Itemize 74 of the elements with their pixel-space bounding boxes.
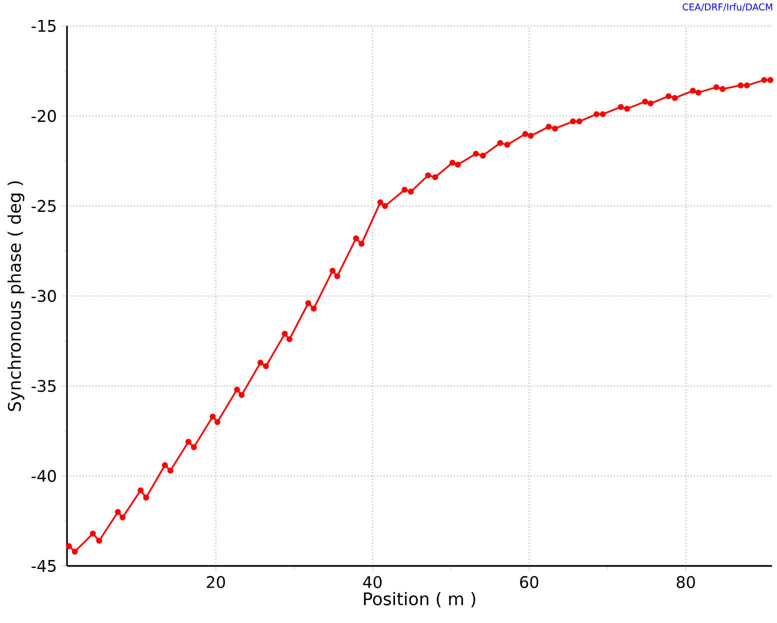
point [143,494,150,501]
point [190,444,197,450]
point [425,172,432,178]
point [238,392,245,398]
point [695,90,702,96]
x-tick-label: 80 [676,576,695,588]
x-tick-label: 40 [363,576,382,588]
point [382,202,388,209]
point [600,111,606,118]
point [522,130,528,137]
point [624,106,630,112]
point [432,174,438,180]
point [744,82,750,88]
y-tick-label: -40 [32,470,56,482]
point [690,88,696,94]
point [353,235,360,242]
point [330,268,336,274]
point [497,140,504,146]
y-tick-label: -25 [32,200,56,212]
point [480,152,486,159]
point [377,199,384,206]
point [138,487,144,494]
point [449,160,456,166]
y-tick-label: -35 [32,380,56,392]
point [162,462,168,468]
point [594,111,600,118]
y-tick-label: -20 [32,110,56,122]
point [552,126,558,132]
point [66,543,72,550]
point [262,363,269,370]
point [528,132,534,139]
point [454,162,461,168]
point [672,94,678,101]
point [570,118,576,124]
point [666,93,672,100]
point [648,100,654,106]
point [472,150,479,157]
point [334,273,340,280]
point [286,336,292,342]
point [402,186,408,193]
point [720,86,726,92]
y-axis-title: Synchronous phase ( deg ) [8,181,24,411]
x-tick-label: 20 [206,576,225,588]
point [210,414,216,420]
point [72,548,78,555]
point [114,508,121,515]
point [504,142,510,148]
point [185,438,192,445]
point [546,124,552,130]
point [738,82,744,88]
point [358,240,365,247]
point [120,514,126,520]
point [257,360,264,366]
point [310,306,317,312]
point [305,300,312,306]
point [761,76,768,83]
x-axis-title: Position ( m ) [364,592,476,608]
point [167,468,174,474]
y-tick-label: -45 [32,560,56,572]
point [408,188,414,195]
point [96,538,102,544]
point [642,98,648,105]
y-tick-label: -30 [32,290,56,302]
x-tick-label: 60 [520,576,538,588]
y-tick-label: -15 [32,20,56,32]
text: CEA/DRF/Irfu/DACM [682,3,772,12]
point [214,418,220,425]
point [282,330,288,337]
point [90,530,96,537]
point [576,118,582,124]
point [713,84,720,90]
point [234,386,240,393]
point [618,104,624,110]
point [767,76,774,83]
